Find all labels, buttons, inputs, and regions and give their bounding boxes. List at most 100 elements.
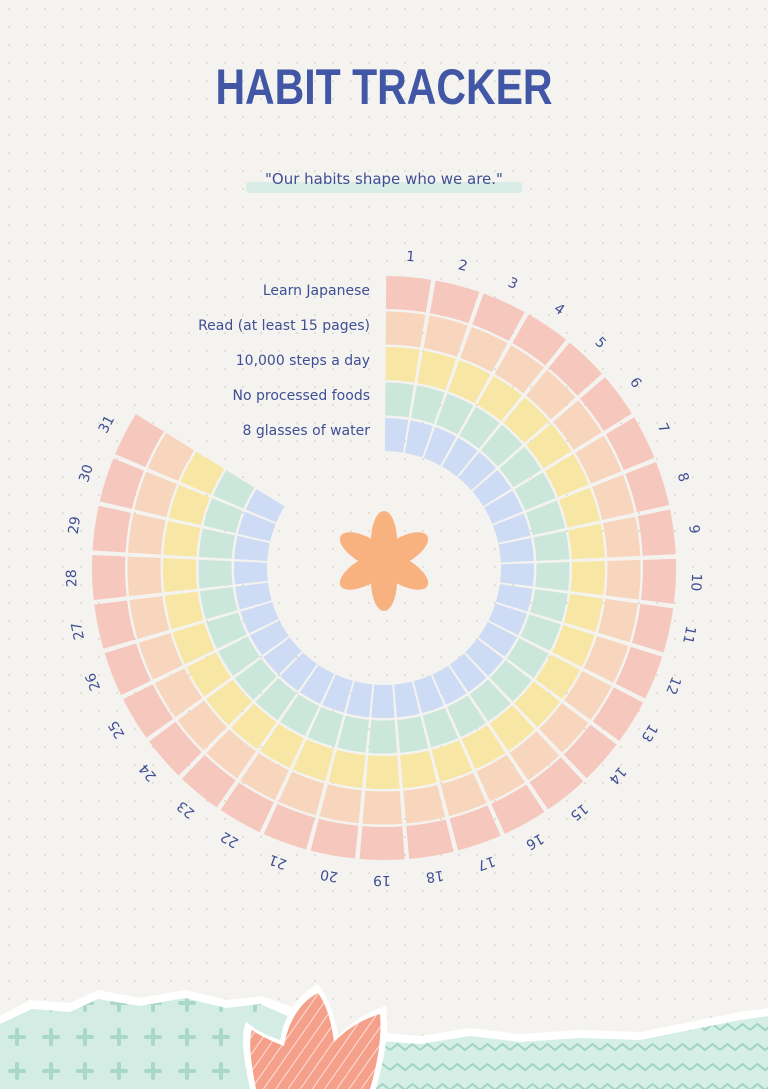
- tracker-cell[interactable]: [526, 369, 576, 420]
- tracker-cell[interactable]: [449, 805, 501, 851]
- tracker-cell[interactable]: [570, 561, 605, 596]
- tracker-cell[interactable]: [436, 393, 474, 435]
- tracker-cell[interactable]: [115, 414, 164, 468]
- tracker-cell[interactable]: [213, 470, 255, 509]
- tracker-cell[interactable]: [637, 509, 676, 556]
- tracker-cell[interactable]: [386, 276, 432, 313]
- tracker-cell[interactable]: [498, 537, 534, 563]
- tracker-cell[interactable]: [123, 684, 174, 738]
- tracker-cell[interactable]: [206, 679, 252, 726]
- tracker-cell[interactable]: [94, 600, 136, 649]
- tracker-cell[interactable]: [249, 620, 289, 656]
- tracker-cell[interactable]: [580, 377, 632, 431]
- tracker-cell[interactable]: [255, 678, 297, 721]
- tracker-cell[interactable]: [563, 724, 617, 779]
- tracker-cell[interactable]: [461, 725, 506, 770]
- tracker-cell[interactable]: [300, 664, 335, 704]
- tracker-cell[interactable]: [631, 603, 674, 653]
- tracker-cell[interactable]: [385, 311, 426, 348]
- tracker-cell[interactable]: [575, 435, 622, 484]
- tracker-cell[interactable]: [526, 423, 572, 469]
- tracker-cell[interactable]: [154, 668, 203, 718]
- tracker-cell[interactable]: [368, 719, 398, 754]
- tracker-cell[interactable]: [489, 705, 535, 751]
- tracker-cell[interactable]: [240, 753, 289, 801]
- tracker-cell[interactable]: [99, 458, 144, 509]
- tracker-cell[interactable]: [520, 614, 561, 651]
- tracker-cell[interactable]: [235, 582, 272, 610]
- tracker-cell[interactable]: [411, 385, 445, 424]
- tracker-cell[interactable]: [147, 432, 195, 481]
- tracker-cell[interactable]: [172, 622, 215, 665]
- tracker-cell[interactable]: [168, 485, 210, 526]
- tracker-cell[interactable]: [545, 454, 589, 497]
- tracker-cell[interactable]: [278, 771, 325, 816]
- tracker-cell[interactable]: [328, 749, 366, 788]
- tracker-cell[interactable]: [134, 471, 177, 517]
- tracker-cell[interactable]: [472, 293, 525, 342]
- tracker-cell[interactable]: [568, 523, 605, 560]
- tracker-cell[interactable]: [371, 684, 395, 718]
- tracker-cell[interactable]: [605, 417, 655, 471]
- tracker-cell[interactable]: [597, 598, 639, 643]
- tracker-cell[interactable]: [203, 498, 243, 534]
- tracker-cell[interactable]: [503, 397, 550, 443]
- tracker-cell[interactable]: [472, 469, 512, 507]
- tracker-cell[interactable]: [526, 500, 566, 536]
- tracker-cell[interactable]: [413, 675, 444, 714]
- tracker-cell[interactable]: [138, 633, 183, 680]
- tracker-cell[interactable]: [512, 314, 566, 366]
- tracker-cell[interactable]: [417, 350, 457, 391]
- tracker-cell[interactable]: [359, 826, 405, 861]
- tracker-cell[interactable]: [404, 420, 433, 458]
- tracker-cell[interactable]: [458, 452, 496, 491]
- tracker-cell[interactable]: [440, 772, 487, 817]
- tracker-cell[interactable]: [319, 784, 362, 824]
- tracker-cell[interactable]: [484, 490, 523, 524]
- tracker-cell[interactable]: [231, 703, 277, 750]
- tracker-cell[interactable]: [496, 584, 533, 612]
- tracker-cell[interactable]: [559, 487, 600, 528]
- tracker-cell[interactable]: [429, 280, 480, 324]
- tracker-cell[interactable]: [478, 621, 518, 657]
- tracker-cell[interactable]: [234, 536, 270, 561]
- tracker-cell[interactable]: [641, 558, 676, 604]
- tracker-cell[interactable]: [245, 488, 285, 523]
- tracker-cell[interactable]: [199, 587, 238, 620]
- tracker-cell[interactable]: [605, 559, 641, 600]
- tracker-cell[interactable]: [163, 558, 198, 593]
- tracker-cell[interactable]: [602, 516, 641, 558]
- tracker-cell[interactable]: [127, 513, 166, 555]
- tracker-cell[interactable]: [400, 750, 437, 789]
- tracker-cell[interactable]: [403, 785, 446, 824]
- tracker-cell[interactable]: [91, 555, 127, 601]
- tracker-cell[interactable]: [448, 360, 491, 404]
- tracker-cell[interactable]: [615, 646, 663, 699]
- tracker-cell[interactable]: [422, 707, 459, 748]
- tracker-cell[interactable]: [592, 687, 644, 741]
- tracker-cell[interactable]: [514, 681, 561, 728]
- tracker-cell[interactable]: [104, 643, 151, 696]
- tracker-cell[interactable]: [186, 652, 232, 697]
- tracker-cell[interactable]: [514, 472, 556, 511]
- tracker-cell[interactable]: [583, 635, 629, 683]
- tracker-cell[interactable]: [263, 804, 316, 850]
- tracker-cell[interactable]: [563, 594, 603, 632]
- tracker-cell[interactable]: [548, 342, 603, 396]
- tracker-cell[interactable]: [397, 716, 429, 753]
- tracker-cell[interactable]: [92, 505, 131, 553]
- tracker-cell[interactable]: [423, 427, 457, 466]
- tracker-cell[interactable]: [406, 819, 454, 859]
- tracker-cell[interactable]: [489, 660, 532, 702]
- tracker-cell[interactable]: [310, 818, 359, 859]
- tracker-cell[interactable]: [529, 757, 584, 810]
- tracker-cell[interactable]: [564, 671, 612, 720]
- tracker-cell[interactable]: [447, 695, 486, 737]
- tracker-cell[interactable]: [127, 556, 162, 597]
- tracker-cell[interactable]: [240, 602, 279, 634]
- tracker-cell[interactable]: [293, 739, 334, 782]
- tracker-cell[interactable]: [499, 446, 542, 488]
- tracker-cell[interactable]: [469, 679, 511, 722]
- tracker-cell[interactable]: [535, 562, 570, 591]
- tracker-cell[interactable]: [365, 755, 400, 790]
